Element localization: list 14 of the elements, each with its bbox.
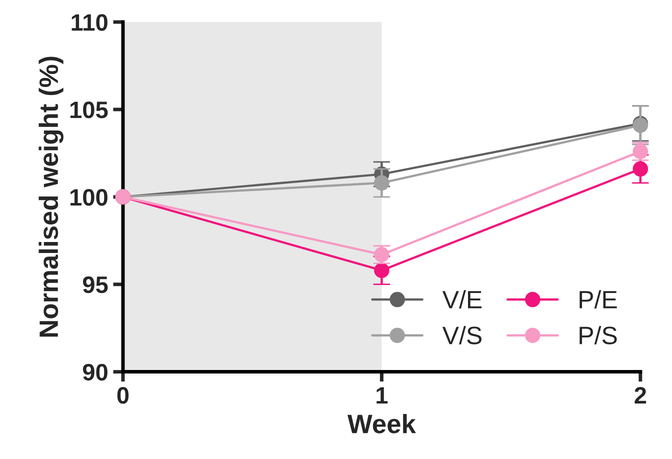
y-tick-label: 95 — [82, 276, 108, 294]
x-axis-title: Week — [347, 414, 416, 434]
y-tick-label: 110 — [72, 14, 108, 31]
x-tick-label: 0 — [117, 386, 129, 404]
legend-label: P/S — [580, 326, 617, 344]
legend-label: V/E — [442, 290, 482, 309]
y-tick-label: 105 — [70, 102, 108, 118]
y-axis-title: Normalised weight (%) — [38, 56, 64, 337]
x-tick-label: 1 — [376, 387, 388, 404]
legend-label: P/E — [580, 290, 617, 309]
legend-label: V/S — [442, 326, 482, 344]
y-tick-label: 100 — [70, 188, 108, 206]
y-tick-label: 90 — [82, 364, 108, 381]
x-tick-label: 2 — [634, 386, 646, 404]
